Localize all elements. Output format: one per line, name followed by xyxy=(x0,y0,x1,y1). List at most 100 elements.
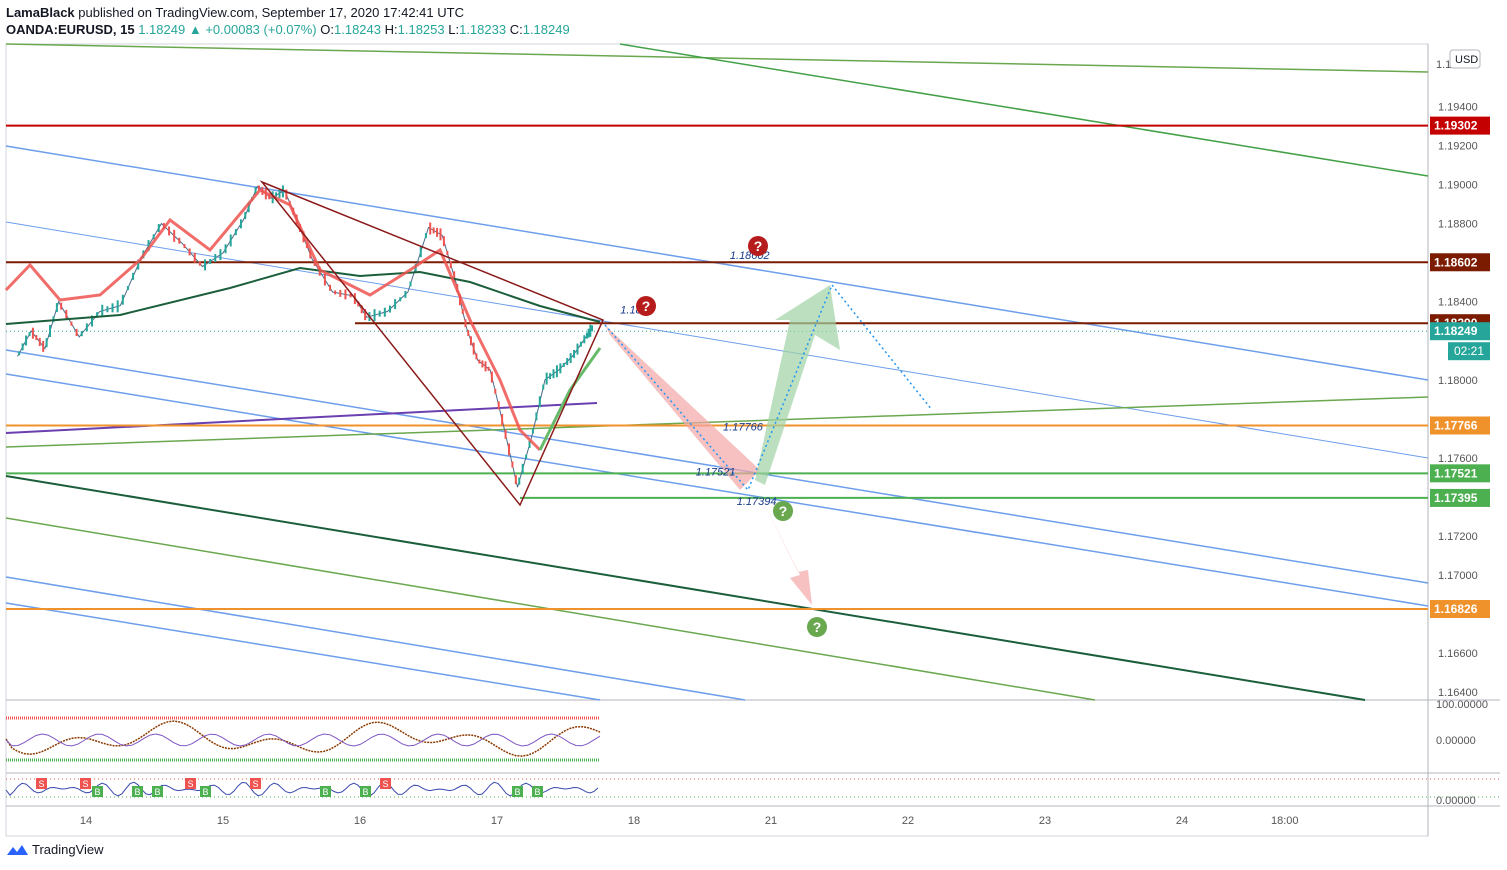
countdown-label: 02:21 xyxy=(1454,344,1484,358)
time-tick: 17 xyxy=(491,815,503,827)
price-series xyxy=(17,185,594,488)
publish-info: LamaBlack published on TradingView.com, … xyxy=(6,5,464,20)
tradingview-footer[interactable]: TradingView xyxy=(6,842,104,857)
signal-marker xyxy=(200,786,211,797)
question-mark: ? xyxy=(642,298,651,314)
price-tick: 1.17000 xyxy=(1438,570,1478,582)
low-value: 1.18233 xyxy=(459,22,507,37)
channel-line xyxy=(5,43,1429,73)
symbol[interactable]: OANDA:EURUSD, 15 xyxy=(6,22,135,37)
level-tag xyxy=(1430,116,1490,135)
signal-marker-label: B xyxy=(514,787,520,797)
channel-line xyxy=(5,373,1429,607)
signal-marker xyxy=(512,786,523,797)
signal-marker-label: B xyxy=(362,787,368,797)
bearish-projection-arrow xyxy=(760,495,812,605)
osc-line xyxy=(5,733,601,747)
level-tag xyxy=(1430,464,1490,483)
level-label: 1.16826 xyxy=(1434,602,1478,616)
close-key: C: xyxy=(509,22,523,37)
price-tick: 1.1 xyxy=(1436,59,1451,71)
time-tick: 21 xyxy=(765,815,777,827)
osc2-line xyxy=(5,781,599,797)
question-icon xyxy=(807,617,827,637)
signal-marker xyxy=(132,786,143,797)
level-label: 1.17521 xyxy=(1434,466,1478,480)
published-text: published on TradingView.com, September … xyxy=(78,5,464,20)
signal-marker-label: B xyxy=(134,787,140,797)
question-icon xyxy=(773,501,793,521)
ohlc-values: O:1.18243 H:1.18253 L:1.18233 C:1.18249 xyxy=(320,22,569,37)
level-label: 1.19302 xyxy=(1434,119,1478,133)
signal-marker xyxy=(92,786,103,797)
question-mark: ? xyxy=(754,238,763,254)
price-tick: 1.18800 xyxy=(1438,219,1478,231)
countdown-tag xyxy=(1448,342,1490,361)
osc-tick: 0.00000 xyxy=(1436,795,1476,807)
tradingview-logo-icon xyxy=(7,844,28,855)
time-tick: 18 xyxy=(628,815,640,827)
up-arrow-icon: ▲ xyxy=(188,22,202,37)
signal-marker-label: S xyxy=(187,779,193,789)
signal-marker-label: B xyxy=(154,787,160,797)
time-tick: 16 xyxy=(354,815,366,827)
question-mark: ? xyxy=(779,503,788,519)
open-value: 1.18243 xyxy=(334,22,381,37)
bearish-projection-arrow xyxy=(605,325,760,490)
ema-line xyxy=(4,188,542,452)
level-label: 1.18602 xyxy=(1434,255,1478,269)
annotation-label: 1.17521 xyxy=(696,466,736,478)
signal-marker-label: B xyxy=(534,787,540,797)
level-tag xyxy=(1430,322,1490,341)
time-tick: 18:00 xyxy=(1271,815,1299,827)
signal-marker xyxy=(380,778,391,789)
level-tag xyxy=(1430,600,1490,619)
level-label: 1.17395 xyxy=(1434,491,1478,505)
price-tick: 1.16600 xyxy=(1438,648,1478,660)
price-tick: 1.19400 xyxy=(1438,101,1478,113)
last-price: 1.18249 xyxy=(138,22,186,37)
close-value: 1.18249 xyxy=(522,22,570,37)
sma-line xyxy=(5,402,598,434)
level-tag xyxy=(1430,253,1490,272)
question-icon xyxy=(748,236,768,256)
signal-marker xyxy=(80,778,91,789)
signal-marker-label: B xyxy=(94,787,100,797)
osc-tick: 0.00000 xyxy=(1436,735,1476,747)
signal-marker xyxy=(185,778,196,789)
high-value: 1.18253 xyxy=(397,22,445,37)
channel-line xyxy=(5,349,1429,584)
time-tick: 24 xyxy=(1176,815,1188,827)
time-tick: 14 xyxy=(80,815,92,827)
time-tick: 15 xyxy=(217,815,229,827)
price-change: +0.00083 (+0.07%) xyxy=(205,22,317,37)
price-tick: 1.17200 xyxy=(1438,531,1478,543)
signal-marker xyxy=(320,786,331,797)
low-key: L: xyxy=(448,22,460,37)
signal-marker xyxy=(360,786,371,797)
price-tick: 1.19000 xyxy=(1438,180,1478,192)
author-name[interactable]: LamaBlack xyxy=(6,5,75,20)
channel-line xyxy=(5,602,601,701)
open-key: O: xyxy=(320,22,334,37)
annotation-label: 1.17766 xyxy=(723,422,764,434)
tradingview-brand: TradingView xyxy=(32,842,104,857)
symbol-info: OANDA:EURUSD, 15 1.18249 ▲ +0.00083 (+0.… xyxy=(6,22,570,37)
signal-marker xyxy=(250,778,261,789)
level-tag xyxy=(1430,488,1490,507)
osc-line xyxy=(5,720,601,757)
signal-marker-label: S xyxy=(82,779,88,789)
signal-marker xyxy=(152,786,163,797)
high-key: H: xyxy=(384,22,398,37)
ema-line xyxy=(538,347,602,451)
signal-marker xyxy=(36,778,47,789)
signal-marker-label: B xyxy=(322,787,328,797)
currency-box xyxy=(1449,49,1481,69)
trend-line xyxy=(5,396,1429,448)
channel-line xyxy=(5,576,746,701)
time-tick: 22 xyxy=(902,815,914,827)
level-tag xyxy=(1430,416,1490,435)
channel-line xyxy=(619,43,1429,177)
level-label: 1.17766 xyxy=(1434,418,1478,432)
